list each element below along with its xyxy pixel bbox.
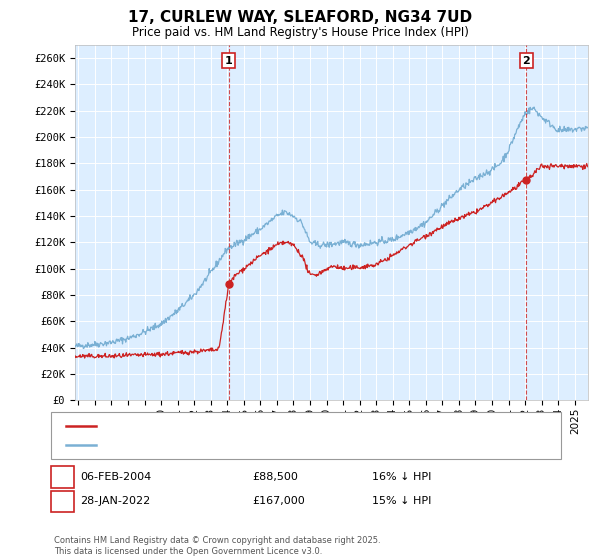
Text: 17, CURLEW WAY, SLEAFORD, NG34 7UD: 17, CURLEW WAY, SLEAFORD, NG34 7UD <box>128 10 472 25</box>
Text: £167,000: £167,000 <box>252 496 305 506</box>
Text: £88,500: £88,500 <box>252 472 298 482</box>
Text: 1: 1 <box>225 55 233 66</box>
Text: Contains HM Land Registry data © Crown copyright and database right 2025.
This d: Contains HM Land Registry data © Crown c… <box>54 536 380 556</box>
Text: Price paid vs. HM Land Registry's House Price Index (HPI): Price paid vs. HM Land Registry's House … <box>131 26 469 39</box>
Text: 06-FEB-2004: 06-FEB-2004 <box>80 472 151 482</box>
Text: 15% ↓ HPI: 15% ↓ HPI <box>372 496 431 506</box>
Text: 1: 1 <box>59 472 66 482</box>
Text: 2: 2 <box>59 496 66 506</box>
Text: HPI: Average price, semi-detached house, North Kesteven: HPI: Average price, semi-detached house,… <box>102 440 404 450</box>
Text: 16% ↓ HPI: 16% ↓ HPI <box>372 472 431 482</box>
Text: 17, CURLEW WAY, SLEAFORD, NG34 7UD (semi-detached house): 17, CURLEW WAY, SLEAFORD, NG34 7UD (semi… <box>102 421 439 431</box>
Text: 28-JAN-2022: 28-JAN-2022 <box>80 496 150 506</box>
Text: 2: 2 <box>523 55 530 66</box>
